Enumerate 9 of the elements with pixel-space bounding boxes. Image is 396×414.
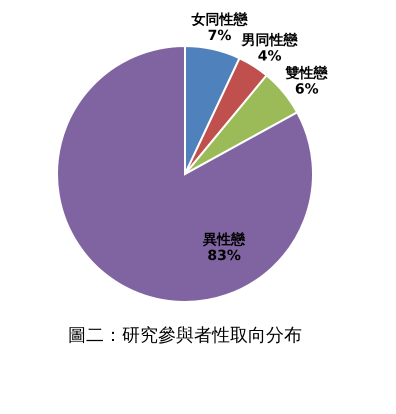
data-label: 83% (207, 248, 241, 264)
slice-label: 雙性戀 (284, 64, 329, 82)
slice-label: 女同性戀 (190, 10, 248, 28)
data-label: 6% (294, 81, 319, 98)
text: 圖二：研究參與者性取向分布 (68, 325, 302, 346)
slice-label: 男同性戀 (240, 32, 299, 49)
data-label: 7% (208, 28, 232, 44)
slice-label: 異性戀 (202, 231, 246, 248)
data-label: 4% (258, 48, 282, 65)
